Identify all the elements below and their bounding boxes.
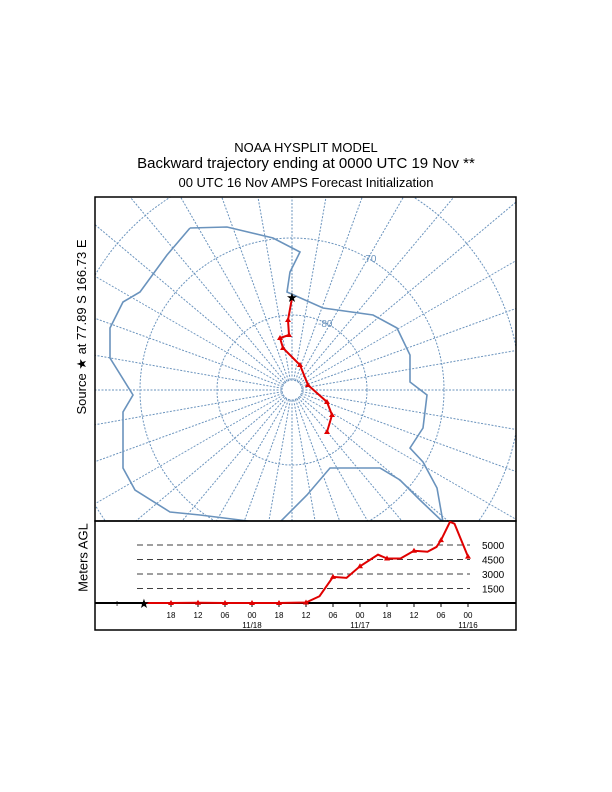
profile-marker	[357, 563, 363, 569]
profile-marker	[303, 599, 309, 605]
trajectory-marker	[285, 317, 291, 322]
profile-frame	[94, 520, 517, 631]
meridian-line	[215, 398, 288, 521]
meridian-line	[301, 349, 516, 389]
meridian-line	[221, 197, 290, 381]
profile-marker	[276, 600, 282, 605]
x-tick-label: 00	[248, 611, 257, 620]
plus-marker-icon: +	[114, 599, 120, 610]
y-tick-label: 4500	[482, 556, 505, 567]
meridian-line	[257, 197, 291, 381]
height-profile-line	[144, 521, 469, 604]
source-star-icon: ★	[286, 290, 298, 305]
meridian-line	[293, 197, 327, 381]
y-tick-label: 1500	[482, 585, 505, 596]
meridian-line	[95, 391, 283, 426]
lat-label-70: -70	[362, 254, 377, 265]
meridian-line	[293, 399, 316, 521]
profile-marker	[222, 600, 228, 605]
meridian-line	[298, 197, 455, 383]
meridian-line	[181, 397, 286, 521]
coastline	[109, 226, 444, 521]
meridian-line	[95, 275, 284, 386]
meridian-line	[294, 399, 341, 521]
profile-marker	[411, 547, 417, 553]
meridian-line	[301, 391, 516, 431]
profile-marker	[438, 537, 444, 543]
profile-marker	[330, 573, 336, 579]
x-tick-label: 18	[167, 611, 176, 620]
meridian-line	[135, 396, 285, 521]
trajectory-marker	[324, 399, 330, 404]
profile-marker	[168, 600, 174, 605]
date-label: 11/17	[350, 621, 370, 630]
y-tick-label: 3000	[482, 570, 505, 581]
meridian-line	[129, 197, 286, 383]
trajectory-marker	[324, 429, 330, 434]
meridian-line	[299, 201, 516, 384]
meridian-line	[298, 397, 403, 521]
meridian-line	[179, 197, 288, 382]
meridian-line	[243, 399, 290, 521]
lat-label-80: -80	[318, 319, 333, 330]
trajectory-marker	[277, 335, 283, 340]
x-tick-label: 12	[410, 611, 419, 620]
meridian-line	[268, 399, 291, 521]
meridian-line	[95, 317, 283, 388]
trajectory-marker	[286, 332, 292, 337]
meridian-line	[300, 260, 516, 386]
meridian-line	[95, 392, 283, 463]
meridian-line	[300, 394, 516, 520]
x-tick-label: 06	[329, 611, 338, 620]
x-tick-label: 12	[302, 611, 311, 620]
x-tick-label: 06	[437, 611, 446, 620]
trajectory-marker	[280, 345, 286, 350]
meridian-line	[294, 197, 363, 381]
latitude-circle	[95, 197, 516, 521]
plot-subtitle-2: 00 UTC 16 Nov AMPS Forecast Initializati…	[178, 175, 434, 190]
profile-marker	[384, 555, 390, 561]
meridian-line	[299, 396, 449, 521]
meridian-line	[296, 197, 405, 382]
date-label: 11/18	[242, 621, 262, 630]
meridian-line	[301, 392, 516, 473]
profile-marker	[195, 599, 201, 605]
latitude-circle	[281, 379, 303, 401]
y-tick-label: 5000	[482, 541, 505, 552]
profile-marker	[249, 600, 255, 605]
meridian-line	[95, 354, 283, 389]
meridian-line	[301, 307, 516, 388]
x-tick-label: 18	[383, 611, 392, 620]
meridian-line	[95, 224, 285, 384]
meridian-line	[95, 394, 284, 505]
meridian-line	[296, 398, 369, 521]
trajectory-marker	[297, 362, 303, 367]
map-frame	[94, 196, 517, 522]
x-tick-label: 00	[356, 611, 365, 620]
x-tick-label: 18	[275, 611, 284, 620]
trajectory-marker	[329, 412, 335, 417]
date-label: 11/16	[458, 621, 478, 630]
plot-title: NOAA HYSPLIT MODEL	[234, 140, 378, 155]
x-tick-label: 00	[464, 611, 473, 620]
profile-marker	[465, 553, 471, 559]
x-tick-label: 06	[221, 611, 230, 620]
x-tick-label: 12	[194, 611, 203, 620]
trajectory-path	[278, 297, 334, 433]
trajectory-marker	[305, 382, 311, 387]
plot-subtitle: Backward trajectory ending at 0000 UTC 1…	[137, 155, 475, 172]
profile-star-icon: ★	[138, 596, 150, 611]
